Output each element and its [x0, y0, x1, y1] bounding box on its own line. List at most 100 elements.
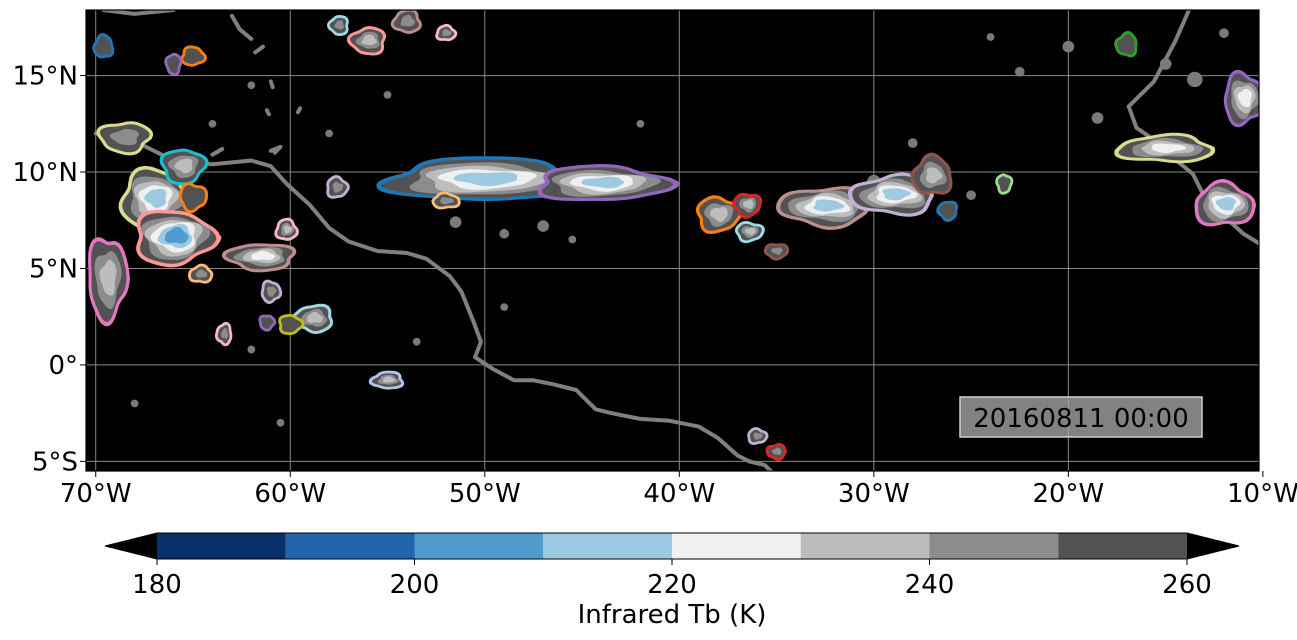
cloud-system-22 [763, 243, 789, 261]
colorbar-label: Infrared Tb (K) [578, 600, 767, 630]
lon-tick-label-5: 20°W [1032, 479, 1104, 509]
cloud-level-20-240 [332, 181, 344, 193]
timestamp-background [959, 396, 1203, 438]
minor-blob-3 [449, 216, 462, 228]
colorbar-bin-4 [672, 533, 801, 559]
cloud-level-24-250 [1117, 33, 1135, 55]
map-border [85, 9, 1260, 472]
colorbar-extend-high [1187, 533, 1239, 559]
minor-blob-2 [568, 235, 577, 244]
cloud-system-8 [136, 209, 222, 268]
cloud-system-27 [278, 314, 305, 335]
cloud-outline-33 [260, 279, 283, 304]
cloud-system-39 [747, 427, 769, 446]
cloud-system-21 [734, 221, 765, 244]
cloud-level-31-240 [195, 269, 208, 278]
cloud-outline-21 [734, 221, 765, 244]
timestamp-box: 20160811 00:00 [959, 396, 1203, 438]
cloud-system-15 [88, 237, 130, 327]
cloud-level-21-230 [745, 227, 756, 236]
timestamp-label: 20160811 00:00 [973, 404, 1189, 434]
cloud-system-17 [346, 26, 387, 56]
cloud-level-4-210 [813, 199, 845, 212]
lon-tick-label-3: 40°W [643, 479, 715, 509]
colorbar-tick-label-0: 180 [132, 570, 182, 600]
cloud-system-9 [159, 148, 209, 186]
cloud-outline-39 [747, 427, 769, 446]
coastline-4 [253, 44, 265, 55]
cloud-outline-26 [180, 45, 207, 67]
cloud-outline-35 [164, 52, 183, 77]
cloud-outline-0 [376, 156, 593, 202]
cloud-level-18-230 [382, 376, 396, 383]
cloud-level-1-210 [581, 176, 625, 189]
cloud-level-30-240 [221, 327, 229, 339]
cloud-outline-38 [435, 23, 458, 42]
cloud-system-40 [178, 182, 209, 214]
minor-blob-9 [1091, 112, 1104, 124]
cloud-outline-17 [346, 26, 387, 56]
minor-blob-23 [412, 337, 421, 346]
cloud-level-39-240 [753, 432, 763, 440]
cloud-level-40-250 [181, 185, 206, 211]
lon-tick-label-4: 30°W [838, 479, 910, 509]
minor-blob-8 [1014, 66, 1025, 77]
minor-blob-6 [966, 190, 976, 200]
cloud-level-17-230 [361, 34, 377, 46]
cloud-system-35 [164, 52, 183, 77]
cloud-level-37-240 [400, 14, 416, 27]
coastline-2 [268, 144, 283, 155]
minor-blob-15 [276, 418, 285, 427]
cloud-system-0 [376, 156, 593, 202]
cloud-outline-10 [221, 243, 297, 273]
cloud-outline-1 [537, 164, 680, 202]
cloud-outline-15 [88, 237, 130, 327]
cloud-outline-36 [326, 15, 349, 36]
cloud-system-20 [326, 175, 350, 199]
cloud-level-8-200 [164, 226, 189, 244]
cloud-level-28-250 [997, 176, 1011, 192]
cloud-outline-13 [1194, 179, 1256, 227]
colorbar-bin-5 [800, 533, 930, 559]
minor-blob-0 [537, 220, 549, 232]
minor-blob-13 [986, 33, 995, 41]
cloud-system-37 [390, 10, 422, 34]
minor-blob-16 [130, 399, 139, 408]
coastline-3 [101, 10, 176, 16]
colorbar-bin-7 [1058, 533, 1187, 559]
cloud-outline-9 [159, 148, 209, 186]
lon-tick-label-2: 50°W [449, 479, 521, 509]
cloud-systems [88, 10, 1259, 461]
cloud-level-33-240 [266, 286, 277, 297]
cloud-outline-30 [214, 321, 233, 347]
cloud-level-14-220 [1237, 88, 1252, 108]
map-frame[interactable] [85, 9, 1263, 473]
cloud-level-22-240 [771, 247, 783, 255]
colorbar-bin-6 [929, 533, 1059, 559]
cloud-outline-37 [390, 10, 422, 34]
cloud-system-12 [1114, 132, 1216, 164]
minor-blob-21 [500, 303, 509, 311]
cloud-system-14 [1223, 69, 1259, 128]
cloud-level-13-210 [1215, 196, 1236, 211]
cloud-outline-28 [995, 173, 1014, 195]
colorbar-bin-1 [285, 533, 415, 559]
cloud-outline-27 [278, 314, 305, 335]
cloud-system-5 [847, 172, 934, 217]
lat-tick-label-3: 0° [48, 351, 78, 381]
coastline-1 [210, 146, 225, 157]
cloud-level-9-230 [174, 158, 193, 174]
cloud-system-38 [435, 23, 458, 42]
cloud-level-29-250 [939, 203, 956, 220]
colorbar-bin-3 [543, 533, 672, 559]
cloud-outline-18 [368, 370, 405, 390]
minor-blob-11 [1219, 28, 1229, 38]
cloud-level-10-220 [251, 250, 276, 261]
cloud-outline-25 [92, 33, 115, 59]
lat-tick-label-2: 5°N [29, 254, 78, 284]
cloud-system-3 [732, 192, 763, 219]
cloud-system-1 [537, 164, 680, 202]
cloud-system-32 [431, 191, 461, 210]
cloud-outline-6 [910, 152, 953, 195]
